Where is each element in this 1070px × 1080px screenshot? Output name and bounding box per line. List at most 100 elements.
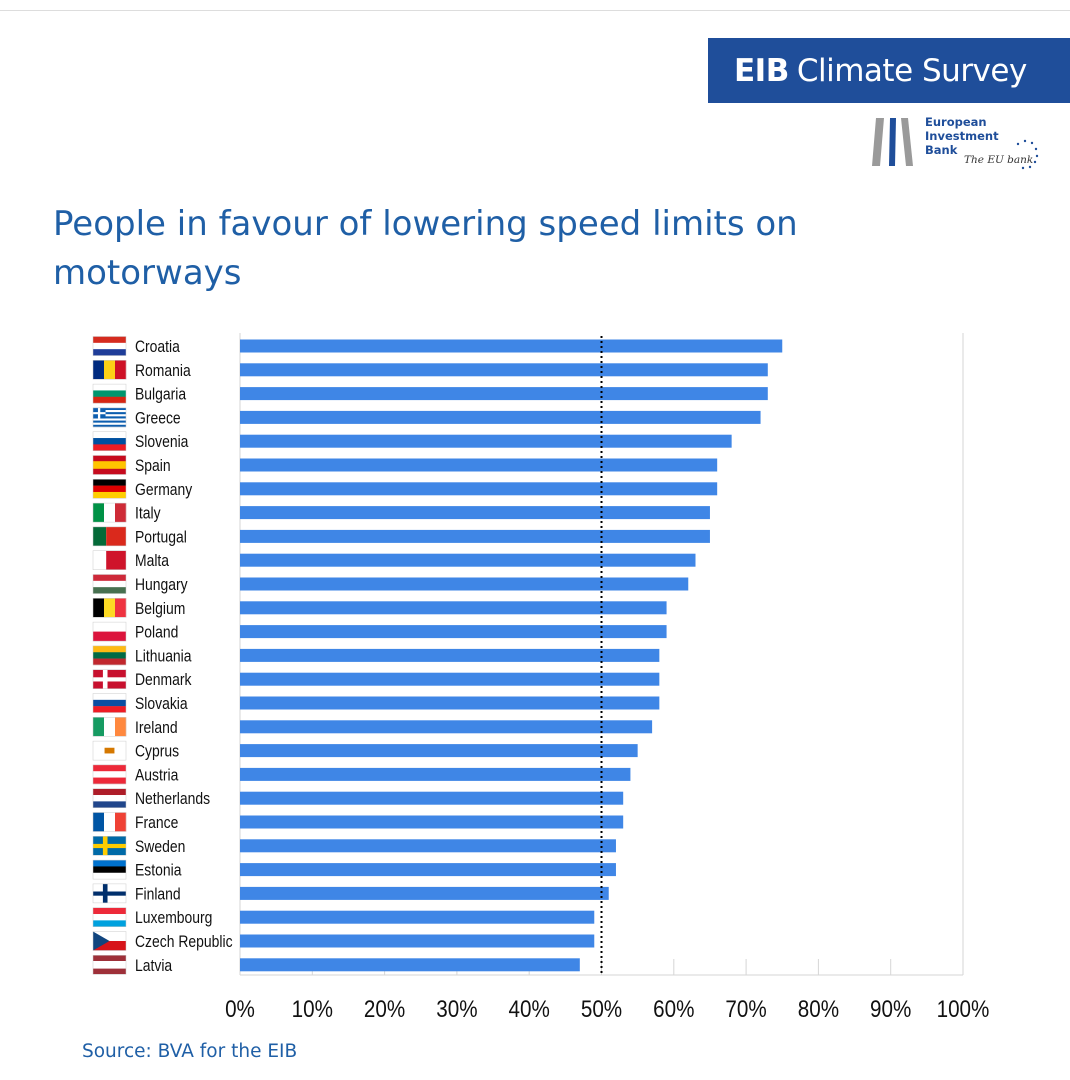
slovenia-flag-icon	[92, 431, 127, 451]
category-label: Bulgaria	[135, 385, 186, 404]
bar	[240, 744, 638, 758]
bar	[240, 886, 609, 900]
category-label: Romania	[135, 362, 191, 381]
category-label: Austria	[135, 766, 179, 785]
bar	[240, 553, 696, 567]
spain-flag-icon	[92, 455, 127, 475]
greece-flag-icon	[92, 407, 127, 428]
estonia-flag-icon	[92, 859, 127, 880]
bar	[240, 529, 710, 543]
belgium-flag-icon	[92, 598, 127, 618]
germany-flag-icon	[92, 479, 127, 499]
x-tick-label: 50%	[581, 996, 622, 1023]
bar	[240, 363, 768, 377]
denmark-flag-icon	[92, 669, 127, 689]
bulgaria-flag-icon	[92, 383, 127, 404]
netherlands-flag-icon	[92, 788, 127, 808]
bar	[240, 625, 667, 639]
bar	[240, 791, 624, 805]
croatia-flag-icon	[92, 336, 127, 356]
category-label: Portugal	[135, 528, 187, 547]
bar	[240, 767, 631, 781]
slovakia-flag-icon	[92, 693, 127, 713]
category-label: Denmark	[135, 671, 192, 690]
banner-text: Climate Survey	[796, 52, 1027, 89]
poland-flag-icon	[92, 621, 127, 642]
ireland-flag-icon	[92, 717, 127, 737]
survey-banner: EIB Climate Survey	[708, 38, 1070, 103]
category-label: Slovakia	[135, 695, 188, 714]
x-tick-label: 30%	[436, 996, 477, 1023]
category-label: Slovenia	[135, 433, 189, 452]
eib-bars-icon	[872, 118, 913, 166]
bar	[240, 720, 653, 734]
category-label: Sweden	[135, 838, 185, 857]
x-tick-label: 20%	[364, 996, 405, 1023]
finland-flag-icon	[92, 883, 127, 904]
italy-flag-icon	[92, 502, 127, 523]
category-label: Netherlands	[135, 790, 210, 809]
logo-line-2: Investment	[925, 129, 999, 143]
x-tick-label: 60%	[653, 996, 694, 1023]
category-label: Finland	[135, 885, 181, 904]
eib-logo: European Investment Bank The EU bank	[870, 112, 1050, 174]
source-note: Source: BVA for the EIB	[82, 1041, 298, 1062]
austria-flag-icon	[92, 764, 127, 785]
czech-republic-flag-icon	[92, 931, 127, 951]
bar	[240, 839, 616, 853]
bar	[240, 434, 732, 448]
bar-chart: 0% 10% 20% 30% 40% 50% 60% 70% 80% 90% 100% Croatia…	[92, 333, 990, 1023]
bar	[240, 601, 667, 615]
romania-flag-icon	[92, 360, 127, 380]
bar	[240, 958, 580, 972]
category-label: Lithuania	[135, 647, 192, 666]
sweden-flag-icon	[92, 836, 127, 856]
category-label: Luxembourg	[135, 909, 212, 928]
category-label: Czech Republic	[135, 933, 233, 952]
top-divider	[0, 10, 1070, 11]
bar	[240, 410, 761, 424]
bar	[240, 934, 595, 948]
category-label: France	[135, 814, 178, 833]
eib-logo-text: European Investment Bank	[925, 115, 999, 157]
x-tick-label: 90%	[870, 996, 911, 1023]
bar	[240, 815, 624, 829]
banner-bold: EIB	[734, 52, 789, 89]
bar	[240, 482, 718, 496]
bar	[240, 648, 660, 662]
lithuania-flag-icon	[92, 645, 127, 666]
latvia-flag-icon	[92, 955, 127, 975]
france-flag-icon	[92, 812, 127, 832]
category-label: Belgium	[135, 600, 185, 619]
eu-stars-icon	[1016, 139, 1039, 170]
cyprus-flag-icon	[92, 740, 127, 761]
category-label: Malta	[135, 552, 169, 571]
bar	[240, 577, 689, 591]
category-label: Latvia	[135, 957, 172, 976]
category-label: Germany	[135, 481, 192, 500]
x-tick-label: 70%	[725, 996, 766, 1023]
x-tick-label: 80%	[798, 996, 839, 1023]
x-tick-label: 0%	[225, 996, 255, 1023]
logo-line-1: European	[925, 115, 987, 129]
category-label: Estonia	[135, 861, 182, 880]
category-label: Croatia	[135, 338, 180, 357]
chart-title: People in favour of lowering speed limit…	[53, 204, 798, 293]
x-tick-label: 100%	[937, 996, 990, 1023]
bar	[240, 458, 718, 472]
bar	[240, 506, 710, 520]
x-tick-label: 40%	[509, 996, 550, 1023]
category-label: Poland	[135, 623, 178, 642]
category-label: Greece	[135, 409, 181, 428]
bar	[240, 863, 616, 877]
x-tick-label: 10%	[292, 996, 333, 1023]
bar	[240, 387, 768, 401]
malta-flag-icon	[92, 550, 127, 570]
category-label: Ireland	[135, 719, 178, 738]
bar	[240, 910, 595, 924]
category-label: Hungary	[135, 576, 188, 595]
bar	[240, 696, 660, 710]
logo-tagline: The EU bank	[964, 154, 1034, 166]
category-label: Spain	[135, 457, 171, 476]
category-label: Cyprus	[135, 742, 179, 761]
